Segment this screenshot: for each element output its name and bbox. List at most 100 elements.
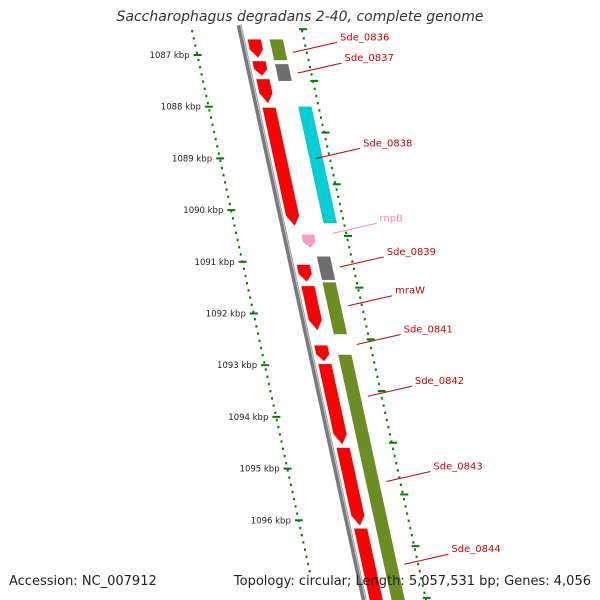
outer-scale-dot [392, 447, 395, 450]
outer-scale-dot [370, 346, 373, 350]
gene-labels: Sde_0836 Sde_0837 Sde_0838 rnpB Sde_0839 mraW… [292, 32, 501, 565]
gene-leader-line [356, 334, 401, 346]
scale-dot [211, 123, 214, 126]
outer-scale-dot [343, 224, 346, 227]
outer-scale-dot [359, 296, 362, 299]
scale-dot [192, 37, 195, 40]
scale-dot [305, 555, 308, 558]
scale-dot [300, 534, 303, 537]
scale-dot [274, 411, 277, 414]
outer-scale-dot [385, 418, 388, 422]
outer-scale-dot [387, 426, 390, 429]
outer-scale-dot [321, 123, 324, 126]
backbone-line [236, 24, 367, 600]
scale-dot [246, 282, 249, 285]
outer-scale-dot [302, 37, 305, 40]
scale-dot [231, 217, 234, 220]
outer-scale-dot [326, 145, 329, 148]
kbp-tick-label: 1094 kbp [228, 413, 268, 423]
outer-scale-dot [349, 253, 352, 256]
outer-scale-dot [390, 440, 393, 443]
outer-scale-dot [368, 339, 371, 342]
scale-dot [250, 303, 253, 306]
outer-scale-dot [337, 195, 340, 198]
outer-scale-dot [316, 102, 319, 105]
outer-scale-dot [324, 138, 327, 141]
gene-leader-line [316, 147, 361, 159]
outer-scale-dot [407, 519, 410, 522]
outer-scale-dot [304, 44, 307, 47]
scale-dot [191, 30, 194, 33]
kbp-tick-label: 1089 kbp [172, 154, 212, 164]
outer-scale-dot [365, 325, 368, 328]
scale-dot [203, 87, 206, 90]
feature-red [353, 528, 384, 600]
outer-scale-dot [366, 332, 369, 335]
outer-scale-dot [424, 598, 427, 600]
feature-pink [301, 234, 316, 248]
scale-dot [302, 541, 305, 544]
feature-olive [269, 39, 288, 61]
gene-label: Sde_0842 [415, 376, 464, 387]
outer-scale-dot [330, 166, 333, 170]
feature-red [313, 345, 330, 362]
scale-dot [195, 51, 198, 54]
outer-scale-dot [393, 454, 396, 458]
gene-leader-line [386, 471, 431, 483]
kbp-tick-label: 1087 kbp [150, 51, 190, 61]
gene-label: Sde_0838 [363, 138, 412, 149]
gene-leader-line [297, 62, 342, 74]
outer-scale-dot [345, 231, 348, 234]
outer-scale-dot [357, 289, 360, 292]
scale-dot [200, 73, 203, 76]
kbp-tick-label: 1088 kbp [161, 103, 201, 113]
kbp-tick-label: 1092 kbp [206, 310, 246, 320]
outer-scale-dot [351, 260, 354, 263]
scale-dot [299, 526, 302, 530]
scale-dot [260, 346, 263, 350]
outer-scale-dot [420, 577, 423, 580]
gene-leader-line [404, 553, 449, 565]
outer-scale-dot [404, 505, 407, 508]
outer-scale-dot [334, 181, 337, 184]
scale-dot [228, 202, 231, 206]
outer-scale-dot [313, 87, 316, 90]
scale-dot [253, 318, 256, 321]
scale-dot [288, 476, 291, 479]
outer-scale-dot [356, 282, 359, 285]
outer-scale-dot [421, 584, 424, 587]
feature-red [336, 447, 365, 527]
feature-cyan [297, 106, 338, 224]
scale-dot [261, 354, 264, 357]
scale-dot [283, 454, 286, 458]
outer-scale-dot [305, 51, 308, 54]
feature-red [252, 60, 268, 77]
scale-dot [219, 159, 222, 162]
genome-backbone [236, 24, 367, 600]
scale-dot [222, 174, 225, 177]
outer-scale-dot [406, 512, 409, 515]
kbp-tick-label: 1096 kbp [251, 516, 291, 526]
outer-scale-dot [346, 238, 349, 242]
outer-scale-dot [412, 541, 415, 544]
outer-scale-dot [338, 202, 341, 206]
scale-dot [202, 80, 205, 83]
outer-scale-dot [315, 94, 318, 98]
scale-dot [286, 469, 289, 472]
outer-scale-dot [396, 469, 399, 472]
scale-dot [293, 498, 296, 501]
outer-scale-dot [409, 526, 412, 530]
scale-dot [209, 116, 212, 119]
gene-label: Sde_0841 [404, 325, 453, 336]
feature-red [256, 78, 273, 104]
gene-leader-line [292, 41, 338, 53]
kbp-tick-label: 1091 kbp [195, 258, 235, 268]
scale-dot [272, 404, 275, 407]
scale-dot [296, 512, 299, 515]
outer-scale-dot [363, 318, 366, 321]
scale-dot [266, 375, 269, 378]
scale-dot [294, 505, 297, 508]
gene-leader-line [367, 385, 412, 397]
scale-dot [258, 339, 261, 342]
